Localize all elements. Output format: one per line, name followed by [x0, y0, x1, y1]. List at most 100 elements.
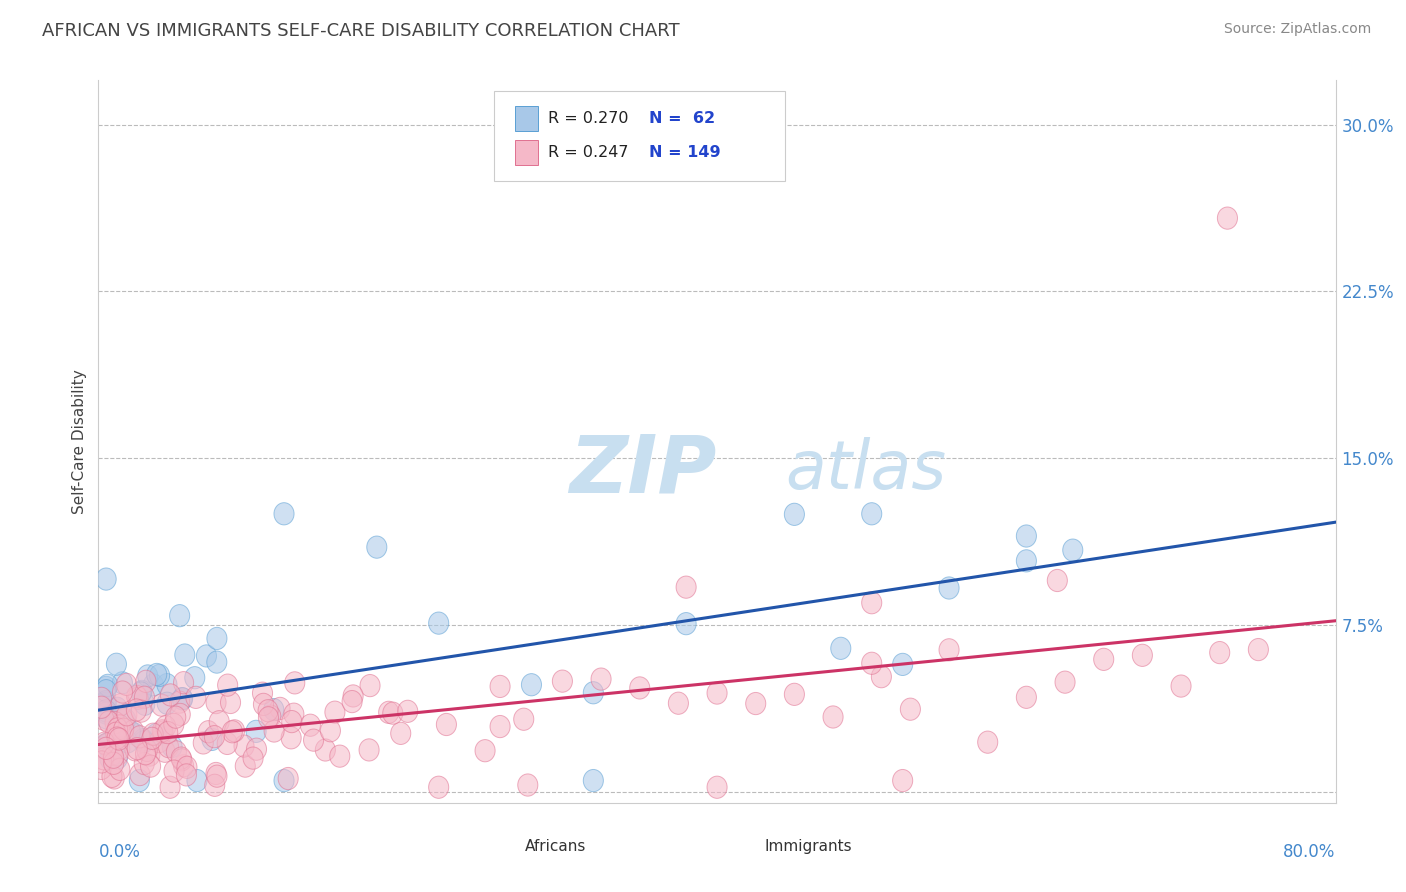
Ellipse shape: [823, 706, 844, 728]
Ellipse shape: [343, 685, 363, 707]
Ellipse shape: [134, 731, 153, 753]
Ellipse shape: [110, 738, 129, 760]
Ellipse shape: [301, 714, 321, 736]
Ellipse shape: [104, 752, 124, 774]
Ellipse shape: [207, 627, 226, 649]
Ellipse shape: [111, 694, 131, 715]
Ellipse shape: [103, 743, 122, 765]
Ellipse shape: [184, 666, 205, 689]
FancyBboxPatch shape: [495, 91, 785, 181]
Ellipse shape: [278, 767, 298, 789]
Text: N =  62: N = 62: [650, 112, 716, 126]
Ellipse shape: [198, 721, 218, 743]
Ellipse shape: [1017, 524, 1036, 547]
Ellipse shape: [330, 745, 350, 767]
Ellipse shape: [173, 672, 194, 694]
Ellipse shape: [91, 751, 111, 773]
Ellipse shape: [1132, 644, 1153, 666]
Ellipse shape: [233, 735, 254, 757]
Ellipse shape: [165, 760, 184, 782]
Ellipse shape: [117, 704, 136, 726]
Ellipse shape: [152, 694, 172, 716]
Ellipse shape: [107, 727, 127, 749]
Ellipse shape: [146, 723, 166, 746]
Ellipse shape: [1017, 549, 1036, 572]
Ellipse shape: [172, 688, 193, 710]
Ellipse shape: [105, 723, 127, 745]
Ellipse shape: [162, 735, 183, 757]
Ellipse shape: [235, 755, 256, 777]
Ellipse shape: [630, 677, 650, 699]
Ellipse shape: [129, 764, 150, 786]
Bar: [516, 139, 537, 165]
Ellipse shape: [96, 706, 117, 729]
Ellipse shape: [112, 724, 134, 747]
Ellipse shape: [131, 700, 152, 723]
Ellipse shape: [134, 729, 153, 751]
Text: 80.0%: 80.0%: [1284, 843, 1336, 861]
Ellipse shape: [143, 673, 163, 696]
Ellipse shape: [1054, 671, 1076, 693]
Ellipse shape: [284, 703, 304, 725]
Ellipse shape: [359, 739, 380, 761]
Ellipse shape: [110, 758, 129, 780]
Ellipse shape: [321, 720, 340, 742]
Ellipse shape: [270, 698, 290, 720]
Ellipse shape: [1094, 648, 1114, 671]
Ellipse shape: [125, 739, 145, 761]
Ellipse shape: [274, 770, 294, 792]
Ellipse shape: [98, 711, 120, 733]
Ellipse shape: [225, 720, 245, 742]
Bar: [516, 105, 537, 131]
Ellipse shape: [159, 736, 179, 757]
Ellipse shape: [785, 683, 804, 706]
Ellipse shape: [118, 731, 138, 753]
Text: Africans: Africans: [526, 838, 586, 854]
Ellipse shape: [281, 727, 301, 749]
Ellipse shape: [173, 688, 193, 710]
Ellipse shape: [676, 576, 696, 599]
Ellipse shape: [157, 692, 177, 714]
Ellipse shape: [1209, 641, 1230, 664]
Ellipse shape: [707, 682, 727, 704]
Ellipse shape: [391, 723, 411, 745]
Bar: [467, 835, 495, 857]
Ellipse shape: [939, 577, 959, 599]
Ellipse shape: [475, 739, 495, 762]
Ellipse shape: [382, 702, 404, 724]
Ellipse shape: [253, 682, 273, 705]
Ellipse shape: [97, 733, 117, 756]
Ellipse shape: [132, 681, 152, 703]
Ellipse shape: [342, 690, 363, 713]
Ellipse shape: [522, 673, 541, 696]
Ellipse shape: [1017, 686, 1036, 708]
Ellipse shape: [128, 687, 148, 709]
Text: Source: ZipAtlas.com: Source: ZipAtlas.com: [1223, 22, 1371, 37]
Ellipse shape: [96, 676, 117, 698]
Ellipse shape: [117, 673, 136, 696]
Ellipse shape: [187, 770, 207, 792]
Ellipse shape: [143, 723, 163, 746]
Ellipse shape: [121, 721, 141, 743]
Ellipse shape: [1171, 675, 1191, 698]
Ellipse shape: [114, 708, 134, 731]
Ellipse shape: [96, 680, 117, 702]
Ellipse shape: [124, 720, 143, 742]
Ellipse shape: [591, 668, 612, 690]
Text: R = 0.270: R = 0.270: [547, 112, 628, 126]
Ellipse shape: [96, 733, 117, 756]
Ellipse shape: [105, 712, 125, 734]
Ellipse shape: [218, 674, 238, 697]
Ellipse shape: [491, 675, 510, 698]
Ellipse shape: [274, 503, 294, 524]
Ellipse shape: [893, 770, 912, 792]
Ellipse shape: [160, 776, 180, 798]
Ellipse shape: [127, 738, 148, 760]
Ellipse shape: [170, 605, 190, 627]
Ellipse shape: [91, 687, 111, 709]
Ellipse shape: [91, 757, 111, 780]
Ellipse shape: [104, 746, 124, 768]
Ellipse shape: [260, 705, 281, 727]
Ellipse shape: [94, 708, 114, 731]
Ellipse shape: [96, 690, 117, 713]
